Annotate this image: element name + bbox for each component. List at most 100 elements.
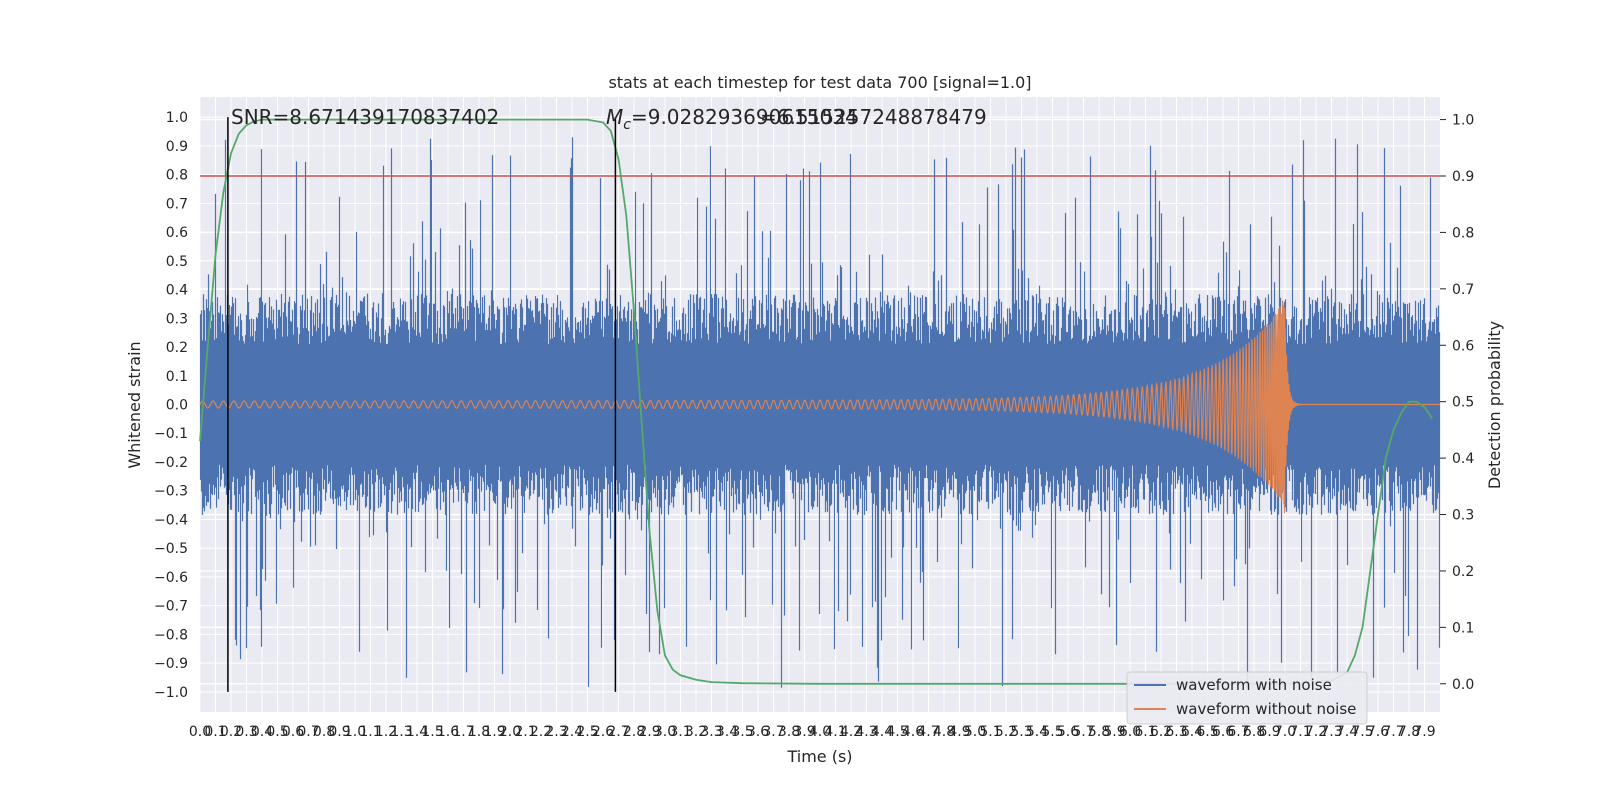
x-tick-label: 4.8 bbox=[933, 724, 955, 740]
x-tick-label: 1.6 bbox=[437, 724, 459, 740]
x-tick-label: 1.7 bbox=[452, 724, 474, 740]
x-tick-label: 0.5 bbox=[266, 724, 288, 740]
x-tick-label: 3.4 bbox=[716, 724, 738, 740]
y-tick-label-left: 0.1 bbox=[166, 369, 188, 385]
x-tick-label: 6.4 bbox=[1181, 724, 1203, 740]
x-tick-label: 5.5 bbox=[1041, 724, 1063, 740]
y-tick-label-left: 0.6 bbox=[166, 225, 188, 241]
y-axis-right: 1.0 0.9 0.8 0.7 0.6 0.5 0.4 0.3 0.2 0.1 0.0 bbox=[1440, 113, 1474, 693]
y-tick-label-left: −0.1 bbox=[154, 426, 188, 442]
y-tick-label-right: 0.8 bbox=[1452, 225, 1474, 241]
x-tick-label: 3.1 bbox=[669, 724, 691, 740]
legend: waveform with noise waveform without noi… bbox=[1126, 671, 1368, 725]
x-tick-label: 2.8 bbox=[623, 724, 645, 740]
x-tick-label: 2.3 bbox=[545, 724, 567, 740]
x-tick-label: 6.8 bbox=[1243, 724, 1265, 740]
x-tick-label: 3.6 bbox=[747, 724, 769, 740]
y-tick-label-left: −0.3 bbox=[154, 484, 188, 500]
event-markers bbox=[227, 117, 617, 692]
series-waveform-without-noise bbox=[199, 300, 1440, 514]
x-tick-label: 0.1 bbox=[204, 724, 226, 740]
y-tick-label-left: −0.7 bbox=[154, 599, 188, 615]
series-detection-probability bbox=[199, 118, 1434, 685]
x-tick-label: 0.6 bbox=[282, 724, 304, 740]
x-axis-label: Time (s) bbox=[786, 747, 852, 766]
x-tick-label: 1.0 bbox=[344, 724, 366, 740]
y-tick-label-left: 0.3 bbox=[166, 311, 188, 327]
legend-label-noise: waveform with noise bbox=[1176, 676, 1332, 694]
x-tick-label: 6.9 bbox=[1258, 724, 1280, 740]
y-tick-label-left: −0.6 bbox=[154, 570, 188, 586]
x-tick-label: 1.8 bbox=[468, 724, 490, 740]
x-tick-label: 6.7 bbox=[1227, 724, 1249, 740]
x-tick-label: 4.9 bbox=[948, 724, 970, 740]
x-tick-label: 4.3 bbox=[855, 724, 877, 740]
x-tick-label: 4.0 bbox=[809, 724, 831, 740]
probability-trace bbox=[199, 118, 1434, 685]
x-tick-label: 4.5 bbox=[886, 724, 908, 740]
y-tick-label-right: 0.3 bbox=[1452, 508, 1474, 524]
x-tick-label: 2.4 bbox=[561, 724, 583, 740]
x-tick-label: 5.8 bbox=[1088, 724, 1110, 740]
x-tick-label: 5.2 bbox=[995, 724, 1017, 740]
x-tick-label: 0.4 bbox=[251, 724, 273, 740]
legend-label-clean: waveform without noise bbox=[1176, 700, 1356, 718]
x-tick-label: 3.2 bbox=[685, 724, 707, 740]
chart-title: stats at each timestep for test data 700… bbox=[608, 73, 1031, 92]
legend-box bbox=[1126, 671, 1368, 725]
x-tick-label: 3.9 bbox=[793, 724, 815, 740]
x-tick-label: 1.4 bbox=[406, 724, 428, 740]
x-tick-label: 4.6 bbox=[902, 724, 924, 740]
x-tick-label: 1.5 bbox=[421, 724, 443, 740]
x-tick-label: 7.6 bbox=[1367, 724, 1389, 740]
snr-annotation: SNR=8.671439170837402 bbox=[231, 105, 499, 129]
x-tick-label: 1.3 bbox=[390, 724, 412, 740]
x-tick-label: 3.5 bbox=[731, 724, 753, 740]
x-tick-label: 6.1 bbox=[1134, 724, 1156, 740]
x-tick-label: 3.0 bbox=[654, 724, 676, 740]
x-tick-label: 2.7 bbox=[607, 724, 629, 740]
y-tick-label-right: 0.9 bbox=[1452, 169, 1474, 185]
x-tick-label: 6.6 bbox=[1212, 724, 1234, 740]
x-tick-label: 4.7 bbox=[917, 724, 939, 740]
y-tick-label-left: −1.0 bbox=[154, 685, 188, 701]
x-tick-label: 7.7 bbox=[1382, 724, 1404, 740]
x-tick-label: 3.7 bbox=[762, 724, 784, 740]
x-tick-label: 5.1 bbox=[979, 724, 1001, 740]
x-tick-label: 6.3 bbox=[1165, 724, 1187, 740]
x-tick-label: 2.9 bbox=[638, 724, 660, 740]
x-tick-label: 5.4 bbox=[1026, 724, 1048, 740]
x-tick-label: 2.0 bbox=[499, 724, 521, 740]
x-tick-label: 7.5 bbox=[1351, 724, 1373, 740]
y-tick-label-left: 0.9 bbox=[166, 139, 188, 155]
y-tick-label-right: 0.2 bbox=[1452, 564, 1474, 580]
x-tick-label: 5.9 bbox=[1103, 724, 1125, 740]
x-tick-label: 7.1 bbox=[1289, 724, 1311, 740]
x-tick-label: 0.3 bbox=[235, 724, 257, 740]
x-tick-label: 4.2 bbox=[840, 724, 862, 740]
y-tick-label-left: −0.5 bbox=[154, 541, 188, 557]
x-tick-label: 2.1 bbox=[514, 724, 536, 740]
x-tick-label: 6.0 bbox=[1119, 724, 1141, 740]
x-tick-label: 5.0 bbox=[964, 724, 986, 740]
y-tick-label-right: 0.7 bbox=[1452, 282, 1474, 298]
x-tick-label: 1.2 bbox=[375, 724, 397, 740]
x-tick-label: 5.6 bbox=[1057, 724, 1079, 740]
y-tick-label-right: 0.6 bbox=[1452, 338, 1474, 354]
x-tick-label: 0.2 bbox=[220, 724, 242, 740]
y-axis-label-right: Detection probability bbox=[1485, 321, 1504, 489]
y-tick-label-right: 0.4 bbox=[1452, 451, 1474, 467]
y-axis-left: 1.0 0.9 0.8 0.7 0.6 0.5 0.4 0.3 0.2 0.1 0.0 −0.1 −0.… bbox=[154, 110, 188, 701]
y-tick-label-left: −0.2 bbox=[154, 455, 188, 471]
x-tick-label: 5.7 bbox=[1072, 724, 1094, 740]
y-tick-label-right: 0.0 bbox=[1452, 677, 1474, 693]
x-tick-label: 7.0 bbox=[1274, 724, 1296, 740]
x-tick-label: 1.1 bbox=[359, 724, 381, 740]
x-tick-label: 0.0 bbox=[189, 724, 211, 740]
x-tick-label: 7.3 bbox=[1320, 724, 1342, 740]
x-tick-label: 3.8 bbox=[778, 724, 800, 740]
y-tick-label-left: −0.9 bbox=[154, 656, 188, 672]
x-tick-label: 1.9 bbox=[483, 724, 505, 740]
x-tick-label: 4.4 bbox=[871, 724, 893, 740]
